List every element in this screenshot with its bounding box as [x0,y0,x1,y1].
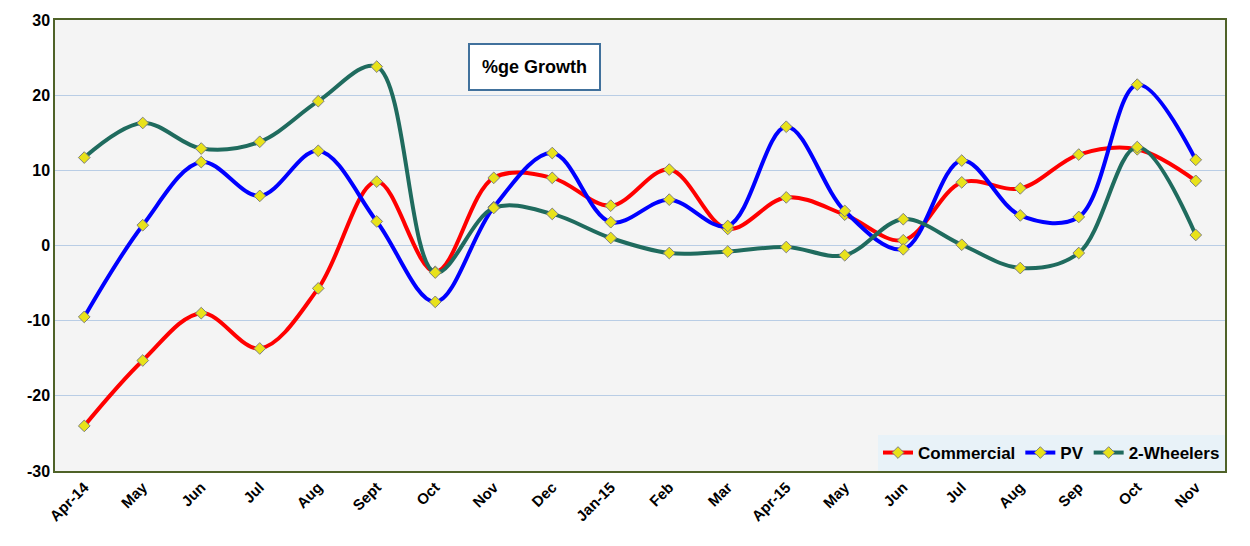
svg-text:Aug: Aug [995,479,1028,512]
svg-text:Oct: Oct [413,479,443,509]
svg-text:2-Wheelers: 2-Wheelers [1129,444,1220,463]
svg-text:-20: -20 [27,387,50,404]
svg-text:PV: PV [1060,444,1083,463]
svg-text:Jul: Jul [942,479,969,506]
svg-text:Jun: Jun [178,479,209,510]
svg-text:Sept: Sept [349,479,384,514]
svg-text:Mar: Mar [704,479,735,510]
svg-text:Apr-15: Apr-15 [748,479,794,525]
svg-text:20: 20 [32,87,50,104]
svg-text:Commercial: Commercial [918,444,1015,463]
svg-text:%ge Growth: %ge Growth [482,57,587,77]
svg-text:30: 30 [32,12,50,29]
svg-text:Nov: Nov [1171,478,1204,511]
svg-text:Jan-15: Jan-15 [573,479,619,525]
svg-text:-10: -10 [27,312,50,329]
svg-text:Sep: Sep [1055,479,1086,510]
svg-text:Dec: Dec [528,479,559,510]
svg-text:Aug: Aug [293,479,326,512]
svg-text:Oct: Oct [1115,479,1145,509]
svg-text:Feb: Feb [646,479,677,510]
svg-text:Jun: Jun [880,479,911,510]
svg-text:May: May [118,478,151,511]
svg-text:-30: -30 [27,463,50,480]
svg-text:Nov: Nov [469,478,502,511]
svg-text:May: May [820,478,853,511]
svg-text:Apr-14: Apr-14 [46,478,92,524]
svg-text:Jul: Jul [240,479,267,506]
svg-text:0: 0 [41,237,50,254]
svg-text:10: 10 [32,162,50,179]
